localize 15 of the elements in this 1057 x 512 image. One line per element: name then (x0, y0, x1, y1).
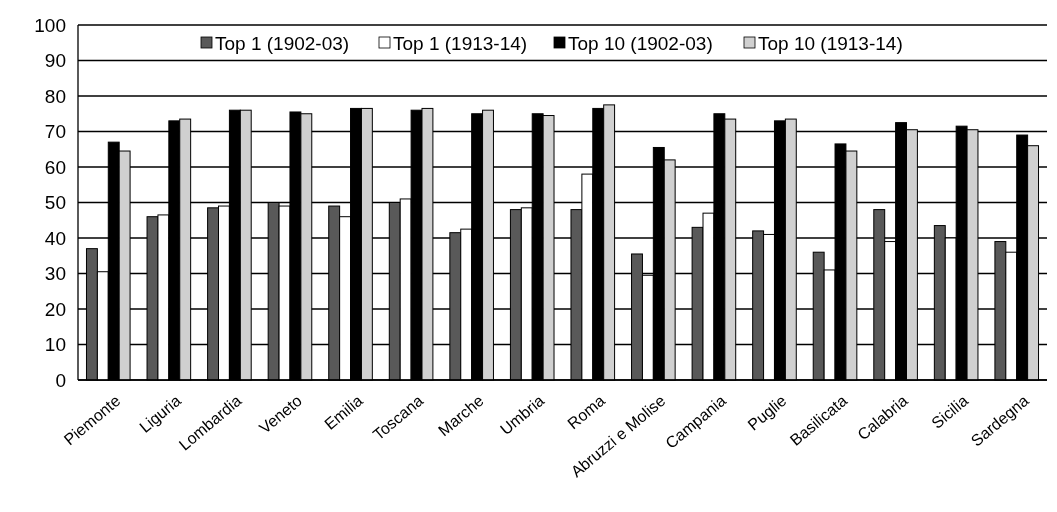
y-tick-label: 30 (44, 263, 66, 285)
legend-label: Top 10 (1902-03) (568, 32, 713, 54)
y-tick-label: 90 (44, 50, 66, 72)
y-tick-label: 80 (44, 85, 66, 107)
y-tick-label: 10 (44, 334, 66, 356)
y-tick-label: 60 (44, 156, 66, 178)
y-tick-label: 70 (44, 121, 66, 143)
y-tick-label: 100 (34, 14, 66, 36)
y-tick-label: 0 (55, 369, 66, 391)
y-tick-label: 20 (44, 298, 66, 320)
legend-label: Top 1 (1913-14) (393, 32, 528, 54)
y-tick-label: 40 (44, 227, 66, 249)
legend-label: Top 10 (1913-14) (758, 32, 903, 54)
y-tick-label: 50 (44, 192, 66, 214)
legend-label: Top 1 (1902-03) (215, 32, 350, 54)
